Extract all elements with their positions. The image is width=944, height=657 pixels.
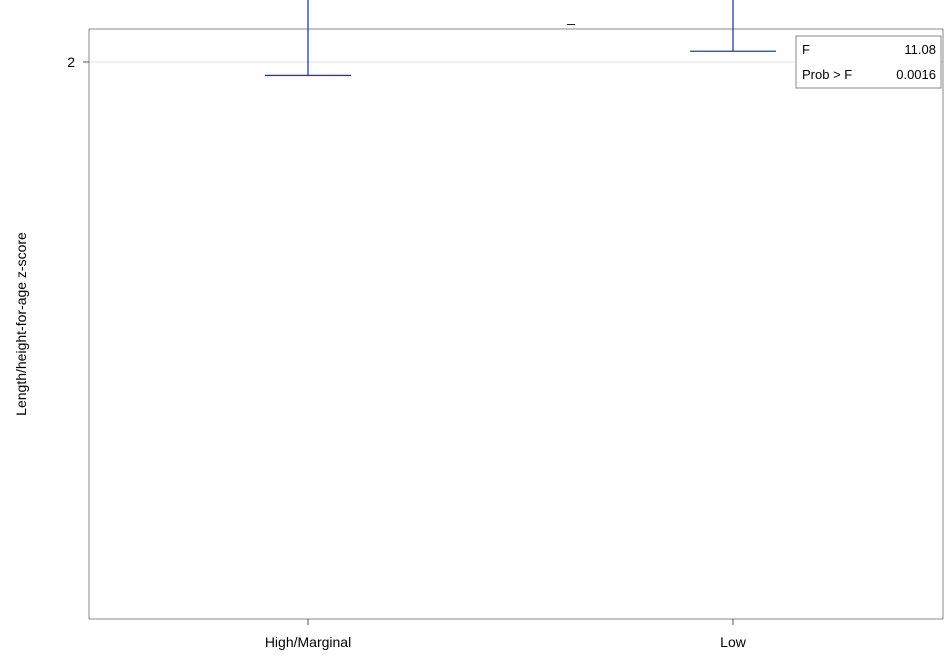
- box-high-marginal: [265, 0, 351, 77]
- statistics-inset: F 11.08 Prob > F 0.0016: [795, 35, 942, 89]
- f-stat-value: 11.08: [904, 42, 936, 57]
- plot-frame: [88, 28, 944, 620]
- x-axis-ticks: High/Marginal Low: [265, 619, 747, 650]
- box-series: [265, 0, 776, 77]
- y-axis-ticks: -4-202: [67, 54, 89, 70]
- f-stat-label: F: [802, 42, 810, 57]
- prob-f-label: Prob > F: [802, 67, 852, 82]
- box-low: [690, 0, 776, 52]
- y-tick-label: 2: [67, 54, 75, 70]
- x-tick-label: High/Marginal: [265, 634, 351, 650]
- prob-f-value: 0.0016: [896, 67, 936, 82]
- y-axis-label: Length/height-for-age z-score: [13, 232, 29, 416]
- chart-title: _: [566, 9, 575, 25]
- x-tick-label: Low: [720, 634, 747, 650]
- statistics-inset-frame: [795, 35, 942, 89]
